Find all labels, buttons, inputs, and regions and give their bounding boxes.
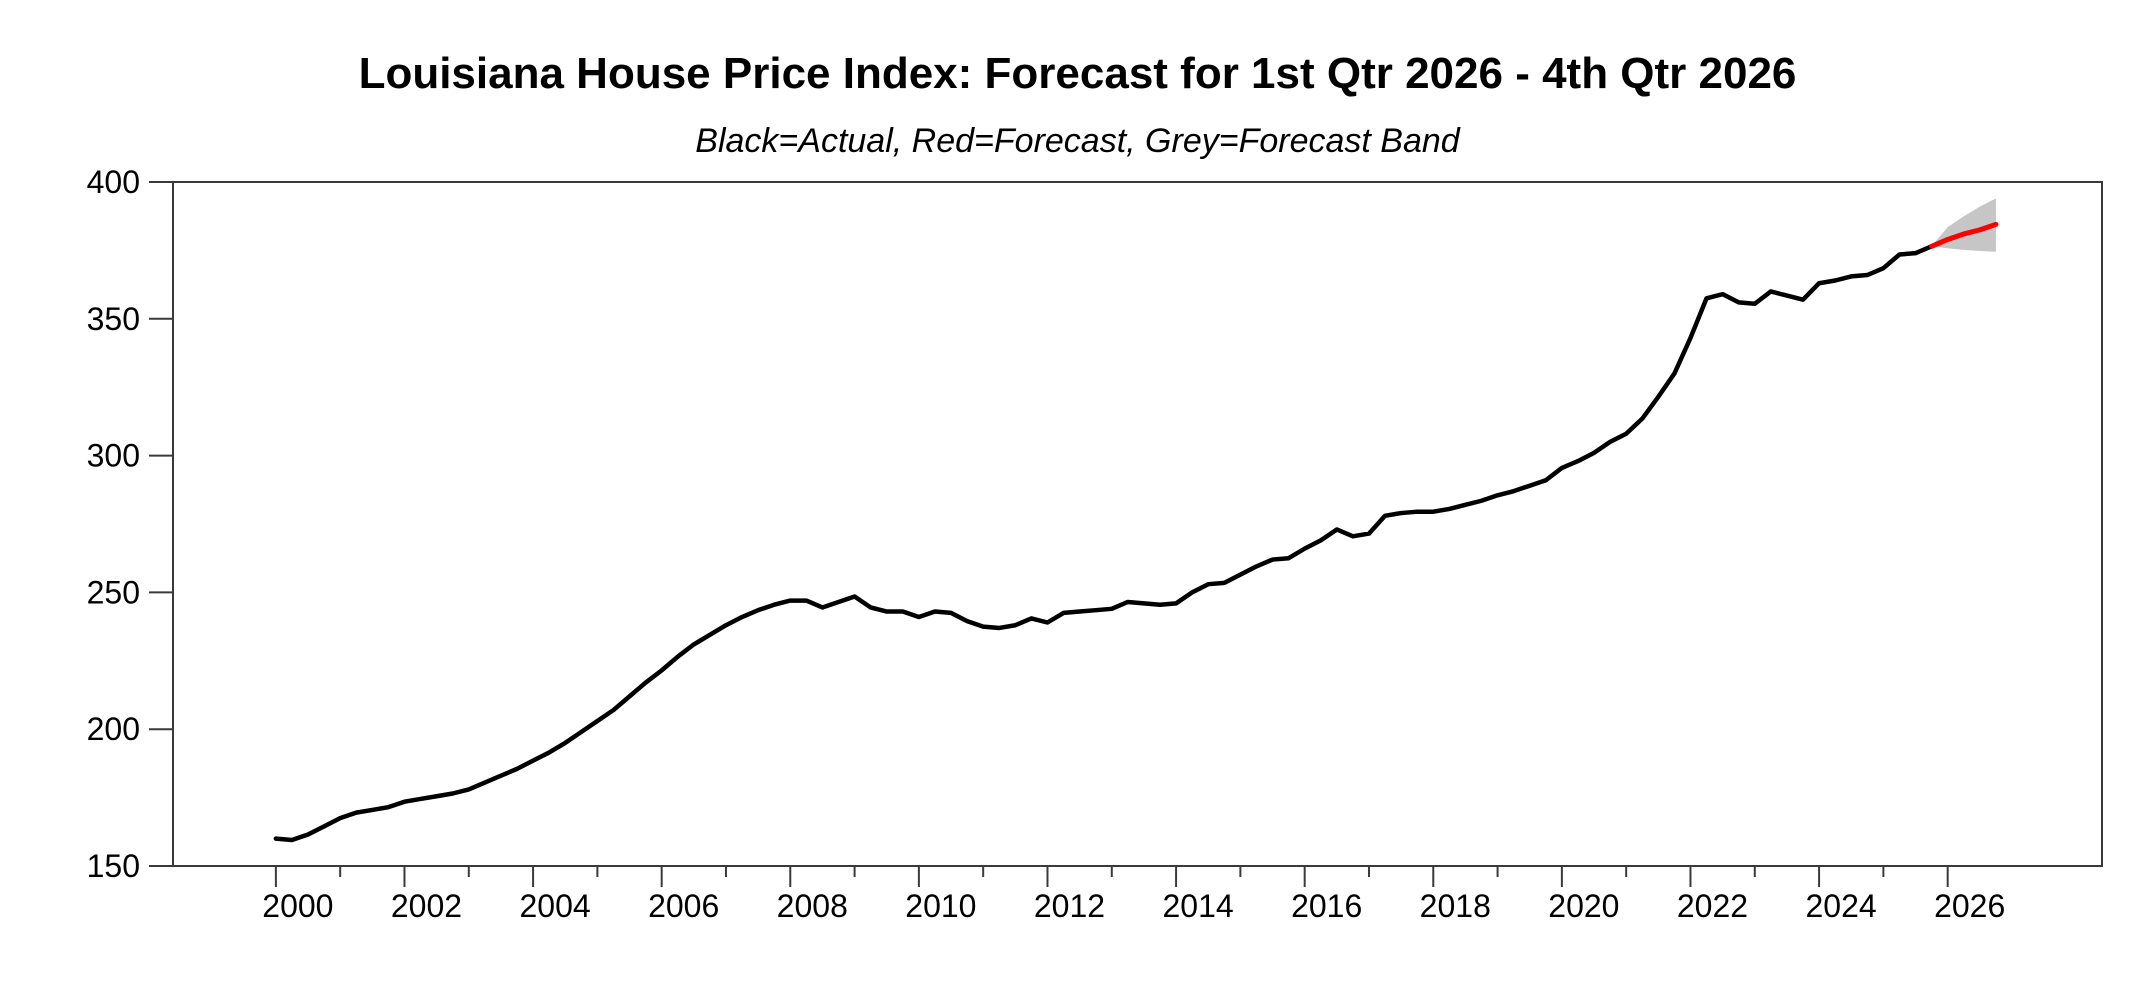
y-axis-tick-label: 200 xyxy=(87,711,140,747)
x-axis-tick-label: 2004 xyxy=(519,888,590,924)
x-axis-tick-label: 2022 xyxy=(1677,888,1748,924)
x-axis-tick-label: 2000 xyxy=(262,888,333,924)
x-axis-tick-label: 2018 xyxy=(1420,888,1491,924)
y-axis-tick-label: 400 xyxy=(87,164,140,200)
x-axis-tick-label: 2020 xyxy=(1548,888,1619,924)
x-axis-tick-label: 2026 xyxy=(1934,888,2005,924)
y-axis-tick-label: 350 xyxy=(87,301,140,337)
y-axis-tick-label: 250 xyxy=(87,574,140,610)
chart-title: Louisiana House Price Index: Forecast fo… xyxy=(358,49,1797,98)
x-axis-tick-label: 2012 xyxy=(1034,888,1105,924)
x-axis-tick-label: 2016 xyxy=(1291,888,1362,924)
chart-subtitle: Black=Actual, Red=Forecast, Grey=Forecas… xyxy=(695,122,1460,160)
x-axis-tick-label: 2008 xyxy=(777,888,848,924)
x-axis-tick-label: 2002 xyxy=(391,888,462,924)
x-axis-tick-label: 2010 xyxy=(905,888,976,924)
y-axis-tick-label: 300 xyxy=(87,438,140,474)
actual-series-line xyxy=(273,244,1934,843)
x-axis-tick-label: 2014 xyxy=(1162,888,1233,924)
plot-frame xyxy=(172,181,2103,867)
forecast-series-line xyxy=(1929,221,1999,249)
x-axis-tick-label: 2006 xyxy=(648,888,719,924)
x-axis-tick-label: 2024 xyxy=(1805,888,1876,924)
y-axis-tick-label: 150 xyxy=(87,848,140,884)
